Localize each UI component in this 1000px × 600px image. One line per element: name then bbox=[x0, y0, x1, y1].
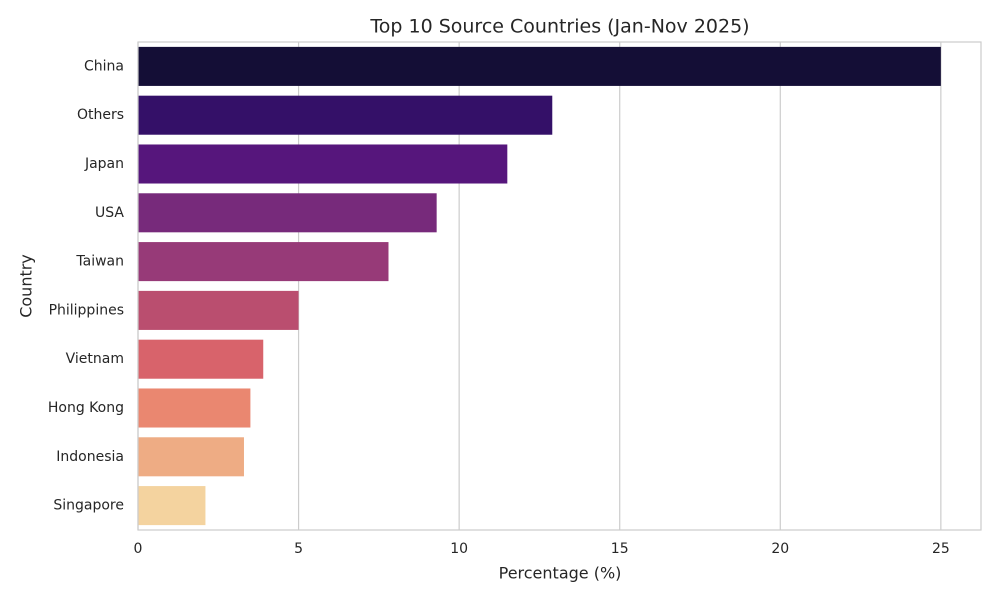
bar bbox=[138, 242, 389, 282]
x-tick-label: 10 bbox=[450, 541, 468, 557]
x-tick-label: 5 bbox=[294, 541, 303, 557]
y-tick-label: Philippines bbox=[49, 302, 124, 318]
bar bbox=[138, 46, 941, 86]
bar bbox=[138, 486, 206, 526]
y-axis-label: Country bbox=[17, 254, 36, 318]
bar bbox=[138, 388, 251, 428]
x-axis-label: Percentage (%) bbox=[499, 564, 622, 583]
bar bbox=[138, 290, 299, 330]
bar bbox=[138, 95, 553, 135]
x-tick-label: 25 bbox=[932, 541, 950, 557]
bar bbox=[138, 193, 437, 233]
plot-frame bbox=[137, 41, 982, 531]
y-tick-label: Japan bbox=[84, 156, 124, 172]
x-tick-label: 20 bbox=[771, 541, 789, 557]
x-tick-label: 0 bbox=[134, 541, 143, 557]
bar bbox=[138, 144, 508, 184]
chart-title: Top 10 Source Countries (Jan-Nov 2025) bbox=[369, 16, 749, 38]
y-tick-label: Singapore bbox=[53, 498, 124, 514]
y-tick-label: Indonesia bbox=[56, 449, 124, 465]
x-tick-label: 15 bbox=[611, 541, 629, 557]
y-tick-label: USA bbox=[95, 205, 124, 221]
y-tick-label: Hong Kong bbox=[48, 400, 124, 416]
bar bbox=[138, 339, 264, 379]
y-tick-label: China bbox=[84, 58, 124, 74]
bar bbox=[138, 437, 244, 477]
y-tick-label: Taiwan bbox=[75, 254, 124, 270]
y-tick-label: Vietnam bbox=[66, 351, 124, 367]
y-tick-label: Others bbox=[77, 107, 124, 123]
